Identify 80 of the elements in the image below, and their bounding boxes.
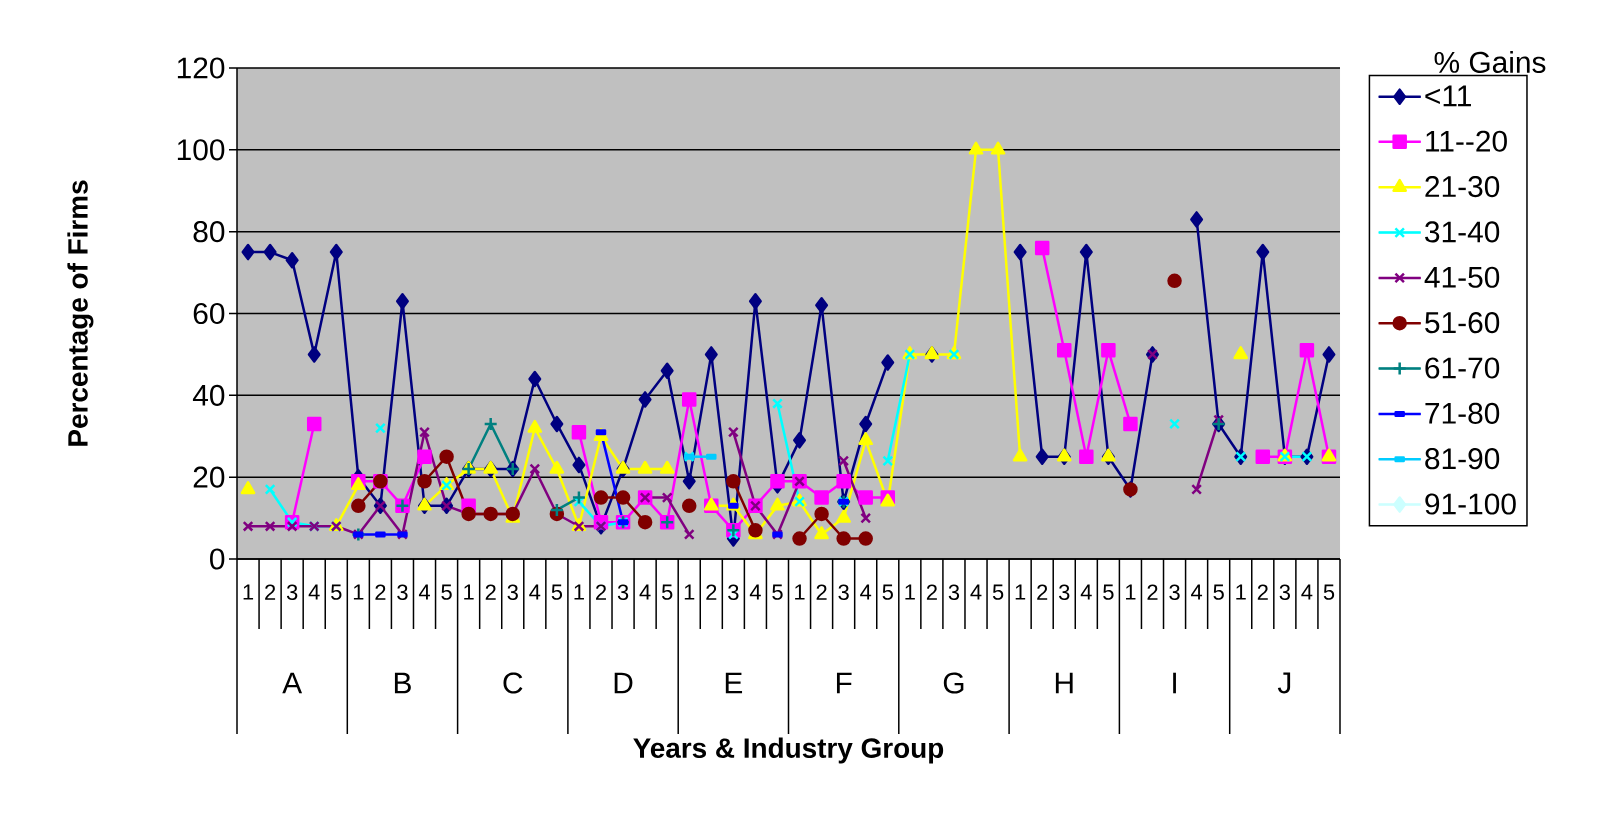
x-tick-label: 3 bbox=[948, 584, 960, 601]
text: G bbox=[943, 672, 964, 694]
legend-label: <11 bbox=[1425, 85, 1471, 107]
x-tick-label: 4 bbox=[418, 584, 430, 600]
y-tick-label: 20 bbox=[193, 466, 225, 488]
y-tick-label: 0 bbox=[210, 548, 225, 570]
x-tick-label: 5 bbox=[1323, 584, 1335, 600]
y-tick-label: 100 bbox=[177, 139, 225, 161]
x-tick-label: 5 bbox=[441, 584, 452, 600]
x-tick-label: 1 bbox=[905, 584, 915, 600]
x-tick-label: 2 bbox=[375, 584, 386, 600]
x-tick-label: 4 bbox=[1080, 584, 1092, 600]
x-tick-label: 3 bbox=[617, 584, 629, 601]
legend-label: 71-80 bbox=[1425, 402, 1500, 424]
x-axis-title: Years & Industry Group bbox=[633, 737, 944, 764]
x-tick-label: 1 bbox=[1126, 584, 1136, 600]
x-tick-label: 1 bbox=[243, 584, 254, 600]
y-tick-label: 60 bbox=[193, 302, 225, 325]
x-tick-label: 3 bbox=[838, 584, 849, 601]
legend-title: % Gains bbox=[1434, 51, 1546, 73]
x-tick-label: 2 bbox=[706, 584, 717, 600]
x-tick-label: 5 bbox=[1103, 584, 1114, 600]
x-tick-label: 5 bbox=[331, 584, 342, 600]
legend-label: 91-100 bbox=[1425, 493, 1516, 515]
x-tick-label: 1 bbox=[574, 584, 584, 600]
x-tick-label: 3 bbox=[728, 584, 739, 601]
x-tick-label: 3 bbox=[1058, 584, 1070, 601]
legend-label: 81-90 bbox=[1425, 448, 1500, 470]
y-tick-label: 80 bbox=[193, 221, 225, 243]
text: B bbox=[394, 672, 411, 694]
text: E bbox=[725, 672, 743, 694]
x-tick-label: 3 bbox=[1279, 584, 1290, 601]
x-tick-label: 4 bbox=[749, 584, 761, 600]
legend-label: 31-40 bbox=[1425, 221, 1500, 243]
legend-label: 21-30 bbox=[1425, 175, 1500, 198]
x-tick-label: 3 bbox=[507, 584, 518, 601]
x-tick-label: 1 bbox=[1015, 584, 1026, 600]
x-tick-label: 3 bbox=[397, 584, 408, 601]
x-tick-label: 4 bbox=[308, 584, 320, 600]
x-tick-label: 2 bbox=[596, 584, 606, 600]
y-axis-title: Percentage of Firms bbox=[67, 180, 94, 446]
x-tick-label: 1 bbox=[353, 584, 364, 600]
text: I bbox=[1173, 672, 1176, 694]
x-tick-label: 1 bbox=[684, 584, 695, 600]
text: A bbox=[282, 672, 303, 694]
x-tick-label: 2 bbox=[1257, 584, 1268, 600]
text: D bbox=[614, 672, 633, 694]
x-tick-label: 1 bbox=[795, 584, 805, 600]
legend-label: 61-70 bbox=[1425, 357, 1500, 379]
x-tick-label: 4 bbox=[860, 584, 872, 600]
x-tick-label: 5 bbox=[992, 584, 1004, 600]
x-tick-label: 4 bbox=[1301, 584, 1313, 600]
x-tick-label: 4 bbox=[529, 584, 541, 600]
x-tick-label: 2 bbox=[485, 584, 496, 600]
x-tick-label: 5 bbox=[882, 584, 893, 600]
x-tick-label: 2 bbox=[1147, 584, 1158, 600]
x-tick-label: 2 bbox=[1037, 584, 1048, 600]
x-tick-label: 1 bbox=[464, 584, 474, 600]
text: C bbox=[503, 672, 523, 694]
x-tick-label: 5 bbox=[1213, 584, 1224, 600]
x-tick-label: 3 bbox=[286, 584, 298, 601]
x-tick-label: 4 bbox=[1191, 584, 1203, 600]
y-tick-label: 40 bbox=[192, 384, 225, 406]
legend-label: 51-60 bbox=[1425, 312, 1500, 334]
y-tick-label: 120 bbox=[177, 57, 225, 79]
x-tick-label: 2 bbox=[816, 584, 827, 600]
x-tick-label: 5 bbox=[772, 584, 783, 600]
x-tick-label: 2 bbox=[265, 584, 276, 600]
x-tick-label: 1 bbox=[1236, 584, 1246, 600]
text: H bbox=[1055, 672, 1073, 694]
x-tick-label: 2 bbox=[926, 584, 937, 600]
legend-label: 11--20 bbox=[1426, 130, 1507, 152]
x-tick-label: 3 bbox=[1169, 584, 1180, 601]
text: J bbox=[1277, 672, 1291, 694]
x-tick-label: 4 bbox=[639, 584, 651, 600]
legend-label: 41-50 bbox=[1424, 266, 1500, 288]
x-tick-label: 4 bbox=[970, 584, 982, 600]
text: F bbox=[836, 672, 852, 694]
x-tick-label: 5 bbox=[661, 584, 673, 600]
x-tick-label: 5 bbox=[551, 584, 563, 600]
